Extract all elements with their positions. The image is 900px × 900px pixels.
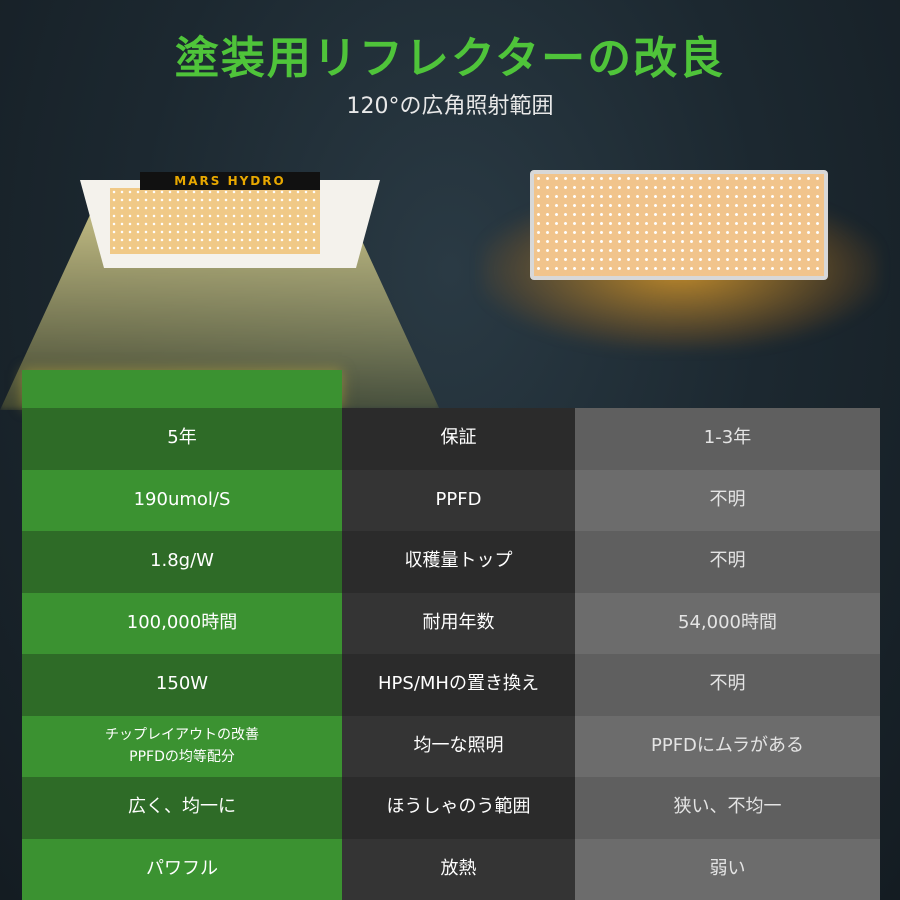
feature-cell: 均一な照明 [342,715,575,777]
other-cell: 不明 [575,654,880,716]
subheadline: 120°の広角照射範囲 [346,94,554,119]
other-cell: 54,000時間 [575,592,880,654]
feature-cell: HPS/MHの置き換え [342,654,575,716]
feature-cell: 収穫量トップ [342,531,575,593]
competitor-lamp-image [530,170,828,280]
ours-cell: 150W [22,654,342,716]
headline: 塗装用リフレクターの改良 [174,33,726,84]
other-cell: 不明 [575,469,880,531]
ours-cell: 190umol/S [22,469,342,531]
table-row: 150W HPS/MHの置き換え 不明 [22,654,880,716]
ours-cell: 広く、均一に [22,777,342,839]
other-cell: 弱い [575,838,880,900]
table-row: 広く、均一に ほうしゃのう範囲 狭い、不均一 [22,777,880,839]
feature-cell: 放熱 [342,838,575,900]
led-panel [110,188,320,254]
feature-cell: PPFD [342,469,575,531]
table-row: 5年 保証 1-3年 [22,408,880,470]
other-cell: 狭い、不均一 [575,777,880,839]
other-cell: PPFDにムラがある [575,715,880,777]
table-row: パワフル 放熱 弱い [22,838,880,900]
comparison-table: 5年 保証 1-3年 190umol/S PPFD 不明 1.8g/W 収穫量トップ 不明 … [22,408,880,900]
brand-logo: MARS HYDRO [140,172,320,190]
table-row: 1.8g/W 収穫量トップ 不明 [22,531,880,593]
table-row: 100,000時間 耐用年数 54,000時間 [22,592,880,654]
feature-cell: 耐用年数 [342,592,575,654]
ours-cell: パワフル [22,838,342,900]
highlight-column-cap [22,370,342,408]
ours-line-2: PPFDの均等配分 [129,749,235,766]
ours-cell: 1.8g/W [22,531,342,593]
feature-cell: ほうしゃのう範囲 [342,777,575,839]
feature-cell: 保証 [342,408,575,470]
ours-cell: 100,000時間 [22,592,342,654]
competitor-led-panel [534,174,824,276]
other-cell: 不明 [575,531,880,593]
table-row: 190umol/S PPFD 不明 [22,469,880,531]
ours-cell: チップレイアウトの改善 PPFDの均等配分 [22,715,342,777]
table-row: チップレイアウトの改善 PPFDの均等配分 均一な照明 PPFDにムラがある [22,715,880,777]
ours-line-1: チップレイアウトの改善 [105,726,259,743]
ours-cell: 5年 [22,408,342,470]
other-cell: 1-3年 [575,408,880,470]
